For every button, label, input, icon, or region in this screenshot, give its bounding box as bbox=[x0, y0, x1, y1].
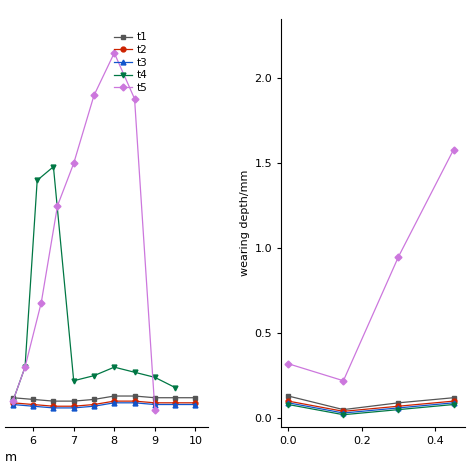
t4 bbox=[22, 365, 28, 370]
t2 bbox=[192, 400, 198, 406]
t2 bbox=[71, 403, 76, 409]
t5 bbox=[55, 203, 60, 209]
t5 bbox=[132, 96, 137, 101]
t1 bbox=[111, 393, 117, 399]
t5 bbox=[111, 50, 117, 56]
t1 bbox=[51, 398, 56, 404]
t3 bbox=[152, 401, 158, 407]
t4 bbox=[71, 378, 76, 383]
t1 bbox=[132, 393, 137, 399]
t3 bbox=[10, 401, 16, 407]
t3 bbox=[132, 400, 137, 406]
t3 bbox=[71, 405, 76, 411]
Legend: t1, t2, t3, t4, t5: t1, t2, t3, t4, t5 bbox=[109, 28, 152, 97]
t1 bbox=[192, 395, 198, 401]
X-axis label: m: m bbox=[5, 451, 17, 464]
t1 bbox=[10, 395, 16, 401]
t5 bbox=[10, 398, 16, 404]
t4 bbox=[34, 177, 40, 183]
t4 bbox=[51, 164, 56, 170]
t3 bbox=[192, 401, 198, 407]
t1 bbox=[91, 397, 97, 402]
t3 bbox=[51, 405, 56, 411]
t5 bbox=[91, 92, 97, 98]
Line: t2: t2 bbox=[10, 399, 198, 409]
t2 bbox=[51, 403, 56, 409]
t2 bbox=[152, 400, 158, 406]
t3 bbox=[30, 403, 36, 409]
Line: t3: t3 bbox=[10, 401, 198, 410]
t2 bbox=[91, 401, 97, 407]
t4 bbox=[111, 365, 117, 370]
t2 bbox=[172, 400, 178, 406]
t2 bbox=[30, 401, 36, 407]
t1 bbox=[71, 398, 76, 404]
t5 bbox=[152, 407, 158, 412]
t3 bbox=[91, 403, 97, 409]
t5 bbox=[71, 161, 76, 166]
t2 bbox=[132, 398, 137, 404]
Line: t4: t4 bbox=[10, 164, 178, 403]
t1 bbox=[30, 397, 36, 402]
t3 bbox=[172, 401, 178, 407]
t5 bbox=[38, 300, 44, 305]
t1 bbox=[152, 395, 158, 401]
t5 bbox=[22, 365, 28, 370]
t4 bbox=[91, 373, 97, 378]
t4 bbox=[152, 374, 158, 380]
t1 bbox=[172, 395, 178, 401]
t3 bbox=[111, 400, 117, 406]
t4 bbox=[172, 385, 178, 391]
Line: t1: t1 bbox=[10, 393, 198, 403]
t2 bbox=[111, 398, 117, 404]
Line: t5: t5 bbox=[10, 51, 157, 412]
t4 bbox=[132, 369, 137, 375]
Y-axis label: wearing depth/mm: wearing depth/mm bbox=[240, 170, 250, 276]
t2 bbox=[10, 400, 16, 406]
t4 bbox=[10, 398, 16, 404]
